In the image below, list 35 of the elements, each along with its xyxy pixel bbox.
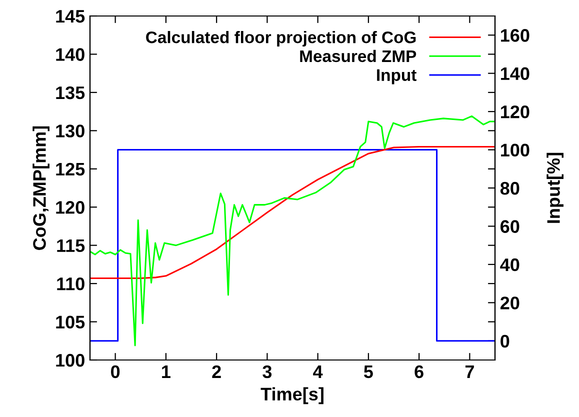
x-tick-label: 6: [414, 365, 424, 378]
y-axis-title: CoG,ZMP[mm]: [32, 126, 50, 250]
legend-label: Input: [377, 69, 416, 84]
y-tick-label: 120: [56, 201, 84, 214]
x-tick-label: 1: [162, 366, 170, 378]
x-tick-label: 5: [364, 366, 373, 378]
y2-tick-label: 120: [501, 105, 530, 118]
line-series: [90, 115, 495, 346]
y2-axis-title: Input[%]: [546, 152, 564, 223]
x-axis-title: Time[s]: [260, 387, 324, 404]
x-tick-label: 3: [262, 365, 272, 378]
legend-label: Measured ZMP: [300, 50, 416, 62]
x-tick-label: 4: [313, 366, 323, 378]
y-tick-label: 100: [56, 354, 84, 367]
y2-tick-label: 20: [500, 296, 520, 310]
legend-label: Calculated floor projection of CoG: [146, 31, 416, 47]
y-tick-label: 135: [56, 86, 85, 100]
x-tick-label: 2: [212, 365, 221, 378]
y-tick-label: 125: [56, 162, 85, 176]
line-series: [90, 146, 495, 279]
x-tick-label: 0: [111, 365, 120, 378]
y-tick-label: 140: [56, 48, 84, 61]
y-tick-label: 115: [57, 239, 85, 252]
y-tick-label: 110: [57, 277, 84, 290]
y2-tick-label: 40: [500, 258, 520, 272]
y-tick-label: 105: [56, 316, 85, 328]
y2-tick-label: 140: [501, 67, 530, 80]
y-tick-label: 145: [56, 10, 85, 23]
y-tick-label: 130: [56, 124, 84, 138]
y2-tick-label: 100: [501, 144, 530, 156]
y2-tick-label: 160: [501, 29, 530, 42]
x-tick-label: 7: [465, 366, 474, 378]
y2-tick-label: 60: [500, 220, 520, 233]
y2-tick-label: 80: [500, 182, 520, 195]
y2-tick-label: 0: [500, 334, 510, 348]
